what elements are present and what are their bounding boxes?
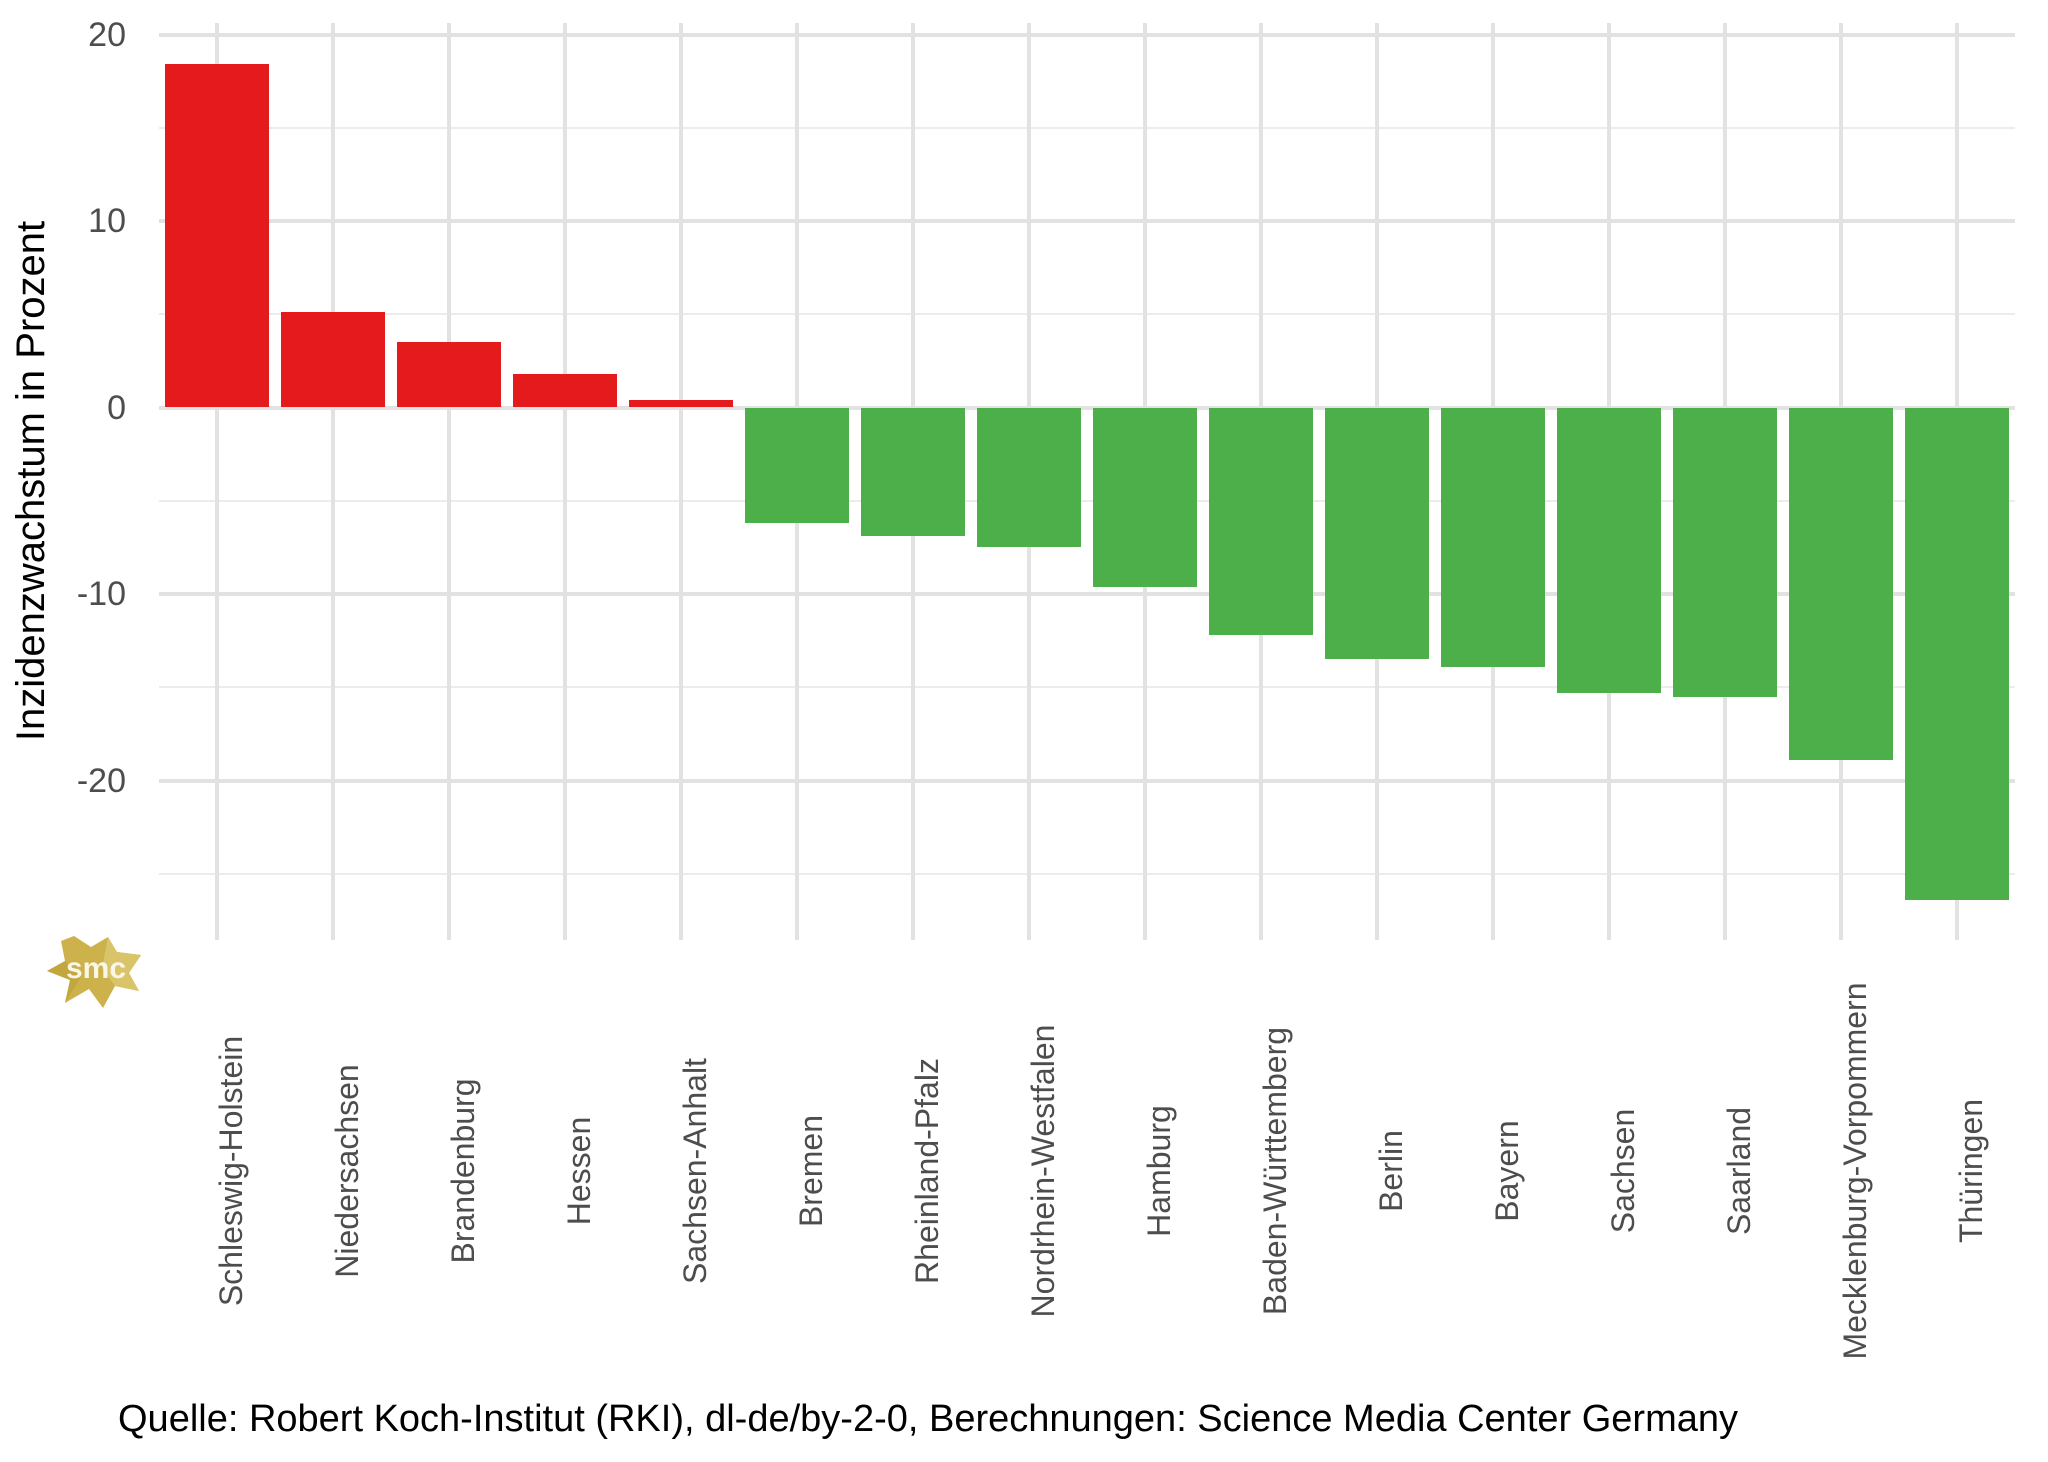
smc-logo: smc <box>47 936 141 1008</box>
x-label-Niedersachsen: Niedersachsen <box>329 1064 365 1278</box>
bar-Saarland <box>1673 407 1777 697</box>
x-label-Rheinland-Pfalz: Rheinland-Pfalz <box>909 1058 945 1284</box>
x-label-Nordrhein-Westfalen: Nordrhein-Westfalen <box>1025 1024 1061 1318</box>
gridline-major-y--10 <box>159 592 2015 596</box>
x-label-Mecklenburg-Vorpommern: Mecklenburg-Vorpommern <box>1837 982 1873 1360</box>
smc-logo-facet <box>102 937 141 991</box>
x-label-Bayern: Bayern <box>1489 1120 1525 1222</box>
smc-logo-facet <box>47 961 82 1003</box>
y-tick-label--20: -20 <box>76 761 126 800</box>
bar-Sachsen-Anhalt <box>629 400 733 408</box>
y-tick-label--10: -10 <box>76 575 126 613</box>
gridline-major-y-0 <box>159 405 2015 410</box>
x-label-Hessen: Hessen <box>561 1116 597 1226</box>
gridline-vertical-4 <box>563 23 567 940</box>
x-label-Sachsen-Anhalt: Sachsen-Anhalt <box>677 1058 713 1284</box>
bar-Schleswig-Holstein <box>165 64 269 408</box>
y-tick-label-10: 10 <box>88 202 126 240</box>
smc-logo-text: smc <box>66 952 126 985</box>
source-caption: Quelle: Robert Koch-Institut (RKI), dl-d… <box>118 1398 1738 1440</box>
gridline-minor-y--25 <box>159 872 2015 875</box>
gridline-vertical-1 <box>215 23 219 940</box>
gridline-minor-y-15 <box>159 126 2015 129</box>
y-axis-title: Inzidenzwachstum in Prozent <box>9 220 53 742</box>
x-label-Baden-Württemberg: Baden-Württemberg <box>1257 1026 1293 1316</box>
bar-Bremen <box>745 407 849 524</box>
bar-Rheinland-Pfalz <box>861 407 965 537</box>
bar-Nordrhein-Westfalen <box>977 407 1081 548</box>
y-tick-label-20: 20 <box>88 15 126 54</box>
bar-Bayern <box>1441 407 1545 667</box>
bar-Mecklenburg-Vorpommern <box>1789 407 1893 760</box>
x-label-Sachsen: Sachsen <box>1605 1108 1641 1234</box>
x-label-Thüringen: Thüringen <box>1953 1098 1989 1244</box>
x-label-Saarland: Saarland <box>1721 1106 1757 1236</box>
bar-Baden-Württemberg <box>1209 407 1313 636</box>
x-label-Berlin: Berlin <box>1373 1130 1409 1212</box>
gridline-minor-y--5 <box>159 499 2015 502</box>
bar-Thüringen <box>1905 407 2009 900</box>
x-label-Bremen: Bremen <box>793 1114 829 1228</box>
gridline-minor-y-5 <box>159 313 2015 316</box>
y-tick-label-0: 0 <box>107 388 126 427</box>
x-label-Hamburg: Hamburg <box>1141 1105 1177 1237</box>
gridline-vertical-3 <box>447 23 451 940</box>
bar-Hessen <box>513 373 617 408</box>
bar-Sachsen <box>1557 407 1661 693</box>
gridline-vertical-5 <box>679 23 683 940</box>
x-label-Schleswig-Holstein: Schleswig-Holstein <box>213 1035 249 1307</box>
gridline-major-y-20 <box>159 32 2015 37</box>
gridline-minor-y--15 <box>159 686 2015 689</box>
bar-Berlin <box>1325 407 1429 660</box>
bar-Brandenburg <box>397 342 501 408</box>
gridline-major-y-10 <box>159 219 2015 223</box>
bar-Hamburg <box>1093 407 1197 587</box>
x-label-Brandenburg: Brandenburg <box>445 1078 481 1264</box>
gridline-major-y--20 <box>159 778 2015 783</box>
bar-Niedersachsen <box>281 312 385 408</box>
gridline-vertical-2 <box>331 23 335 940</box>
